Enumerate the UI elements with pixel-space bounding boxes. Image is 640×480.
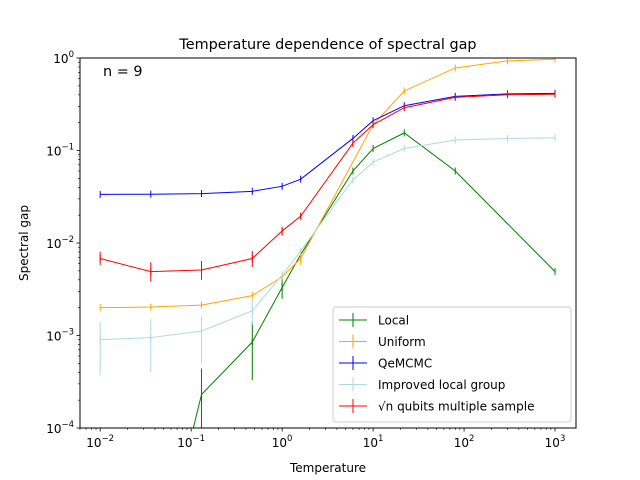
y-axis-label: Spectral gap	[17, 205, 31, 281]
x-tick-label: 100	[272, 434, 293, 450]
legend-label: Uniform	[378, 335, 426, 349]
x-tick-label: 101	[363, 434, 384, 450]
legend-label: √n qubits multiple sample	[378, 400, 534, 414]
y-tick-label: 100	[53, 50, 74, 66]
x-tick-label-base: 10	[177, 436, 192, 450]
legend-label: Improved local group	[378, 378, 505, 392]
y-tick-label: 10−4	[46, 420, 74, 436]
legend-entry: QeMCMC	[339, 356, 432, 371]
legend-frame	[332, 306, 572, 423]
y-tick-label-exponent: 0	[69, 50, 74, 60]
legend: Local Uniform QeMCMC Improved local group √n…	[332, 306, 572, 423]
x-tick-label-base: 10	[86, 436, 101, 450]
chart-title: Temperature dependence of spectral gap	[178, 37, 476, 53]
x-tick-label-exponent: 1	[378, 434, 383, 444]
series-line	[100, 137, 556, 341]
y-tick-label-exponent: −3	[61, 328, 74, 338]
x-tick-label: 10−2	[86, 434, 114, 450]
y-tick-label: 10−3	[46, 328, 74, 344]
x-tick-label-exponent: 2	[469, 434, 474, 444]
y-tick-label-base: 10	[46, 145, 61, 159]
series-line	[100, 92, 556, 195]
series-4	[99, 90, 556, 282]
x-tick-label-base: 10	[272, 436, 287, 450]
x-tick-label-exponent: 3	[560, 434, 565, 444]
plot-area	[79, 57, 577, 429]
legend-entry: Uniform	[339, 334, 426, 349]
x-tick-label-base: 10	[454, 436, 469, 450]
y-tick-label-exponent: −1	[61, 143, 74, 153]
x-tick-label: 10−1	[177, 434, 205, 450]
series-line	[192, 132, 556, 428]
y-tick-label-base: 10	[53, 52, 68, 66]
annotation-n: n = 9	[103, 64, 142, 80]
series-layer	[99, 58, 556, 428]
y-tick-label: 10−2	[46, 235, 74, 251]
x-tick-label: 102	[454, 434, 475, 450]
legend-entry: Local	[339, 313, 409, 328]
x-tick-label-base: 10	[545, 436, 560, 450]
x-axis-label: Temperature	[289, 461, 366, 475]
x-tick-label-exponent: −1	[193, 434, 206, 444]
legend-label: Local	[378, 314, 409, 328]
y-tick-label-base: 10	[46, 422, 61, 436]
y-tick-label-exponent: −4	[61, 420, 74, 430]
series-0	[192, 129, 556, 428]
y-tick-label-base: 10	[46, 330, 61, 344]
y-tick-label-base: 10	[46, 237, 61, 251]
x-tick-label: 103	[545, 434, 566, 450]
legend-label: QeMCMC	[378, 357, 432, 371]
x-tick-label-base: 10	[363, 436, 378, 450]
x-tick-label-exponent: −2	[102, 434, 115, 444]
y-tick-label: 10−1	[46, 143, 74, 159]
x-axis: 10−2 10−1 100 101 102 103	[79, 428, 566, 450]
x-tick-label-exponent: 0	[287, 434, 292, 444]
legend-entry: Improved local group	[339, 377, 505, 392]
series-line	[100, 93, 556, 273]
series-3	[99, 134, 556, 376]
y-tick-label-exponent: −2	[61, 235, 74, 245]
legend-entry: √n qubits multiple sample	[339, 399, 534, 414]
